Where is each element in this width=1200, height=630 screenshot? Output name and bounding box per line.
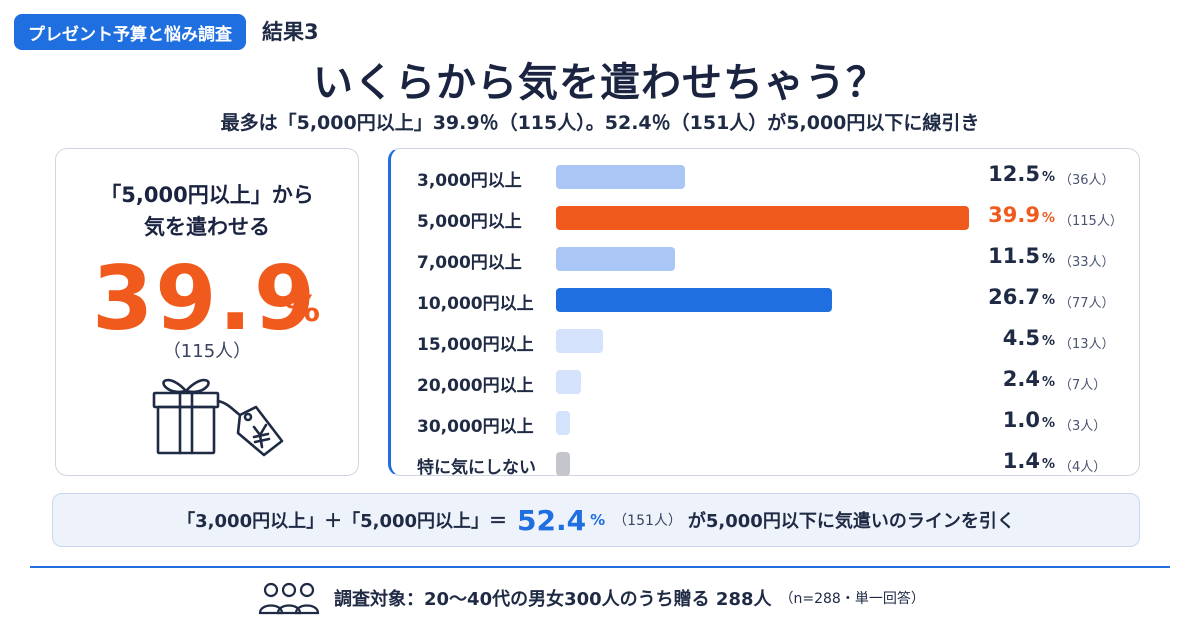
bar-label: 10,000円以上: [417, 294, 534, 314]
bar-value: 1.4%: [951, 449, 1055, 473]
gift-with-yen-tag-icon: [152, 378, 284, 457]
highlight-count: （115人）: [162, 341, 252, 362]
bar-value-unit: %: [1041, 334, 1055, 349]
highlight-card: 「5,000円以上」から 気を遣わせる 39.9 % （115人）: [55, 148, 359, 476]
bar: [556, 329, 603, 353]
footer-divider: [30, 566, 1170, 568]
footer: 調査対象：20〜40代の男女300人のうち贈る 288人 （n=288・単一回答…: [258, 580, 925, 616]
bar-count-label: （13人）: [1059, 337, 1115, 352]
survey-badge: プレゼント予算と悩み調査: [14, 14, 246, 50]
footer-text: 調査対象：20〜40代の男女300人のうち贈る 288人: [334, 589, 772, 610]
bar-value-unit: %: [1041, 211, 1055, 226]
bar-value-label: 2.4: [1002, 367, 1040, 391]
bar-value-label: 11.5: [988, 244, 1040, 268]
bar-count-label: （7人）: [1059, 378, 1107, 393]
bar-count-label: （115人）: [1059, 214, 1123, 229]
bar-value: 26.7%: [951, 285, 1055, 309]
bar-value-label: 12.5: [988, 162, 1040, 186]
bar-label: 20,000円以上: [417, 376, 534, 396]
bar-value: 39.9%: [951, 203, 1055, 227]
bar-value: 1.0%: [951, 408, 1055, 432]
summary-percentage: 52.4: [517, 503, 587, 537]
bar-value-unit: %: [1041, 252, 1055, 267]
bar-value-label: 26.7: [988, 285, 1040, 309]
bar-value-unit: %: [1041, 457, 1055, 472]
bar-label: 7,000円以上: [417, 253, 522, 273]
bar-count-label: （33人）: [1059, 255, 1115, 270]
highlight-title-line1: 「5,000円以上」から: [100, 183, 314, 207]
bar-count-label: （3人）: [1059, 419, 1107, 434]
page-subtitle: 最多は「5,000円以上」39.9％（115人）。52.4％（151人）が5,0…: [220, 112, 980, 134]
bar-value-unit: %: [1041, 416, 1055, 431]
bar-value-unit: %: [1041, 170, 1055, 185]
bar: [556, 165, 686, 189]
bar-count-label: （4人）: [1059, 460, 1107, 475]
summary-percentage-unit: %: [590, 511, 606, 529]
bar: [556, 370, 581, 394]
bar-value-unit: %: [1041, 293, 1055, 308]
bar-label: 30,000円以上: [417, 417, 534, 437]
bar-value-unit: %: [1041, 375, 1055, 390]
bar-value-label: 4.5: [1002, 326, 1040, 350]
bar: [556, 206, 969, 230]
people-group-icon: [258, 582, 320, 615]
bar-value-label: 1.0: [1002, 408, 1040, 432]
bar-value-label: 1.4: [1002, 449, 1040, 473]
page-title: いくらから気を遣わせちゃう？: [313, 60, 887, 106]
bar-value-label: 39.9: [988, 203, 1040, 227]
bar-label: 5,000円以上: [417, 212, 522, 232]
bar-count-label: （77人）: [1059, 296, 1115, 311]
result-number: 結果3: [262, 20, 319, 44]
bar-chart-card: 3,000円以上 12.5% （36人） 5,000円以上 39.9% （115人） 7,0…: [388, 148, 1140, 478]
summary-banner: 「3,000円以上」＋「5,000円以上」＝ 52.4 % （151人） が5,…: [52, 493, 1140, 547]
highlight-percentage-unit: %: [284, 289, 321, 330]
summary-suffix: が5,000円以下に気遣いのラインを引く: [687, 511, 1015, 532]
highlight-title: 「5,000円以上」から 気を遣わせる: [56, 179, 358, 243]
bar: [556, 247, 676, 271]
summary-count: （151人）: [613, 513, 682, 529]
bar-label: 15,000円以上: [417, 335, 534, 355]
highlight-percentage: 39.9: [92, 247, 318, 350]
bar: [556, 411, 570, 435]
summary-prefix: 「3,000円以上」＋「5,000円以上」＝: [177, 511, 508, 532]
bar-value: 11.5%: [951, 244, 1055, 268]
highlight-title-line2: 気を遣わせる: [144, 215, 270, 239]
bar-value: 4.5%: [951, 326, 1055, 350]
bar-count-label: （36人）: [1059, 173, 1115, 188]
bar-label: 3,000円以上: [417, 171, 522, 191]
bar: [556, 288, 833, 312]
bar-value: 2.4%: [951, 367, 1055, 391]
bar-value: 12.5%: [951, 162, 1055, 186]
footer-note: （n=288・単一回答）: [779, 591, 925, 607]
bar: [556, 452, 571, 476]
bar-label: 特に気にしない: [417, 458, 536, 478]
